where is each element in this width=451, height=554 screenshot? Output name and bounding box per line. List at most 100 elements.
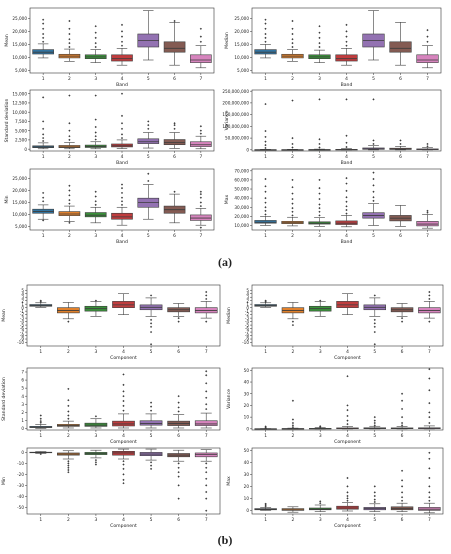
outlier-point [264, 129, 267, 133]
outlier-point [173, 124, 176, 127]
outlier-point [264, 503, 267, 507]
outlier-point [346, 414, 349, 418]
outlier-point [42, 96, 45, 99]
box-iqr [335, 54, 358, 62]
box-iqr [389, 41, 412, 53]
box-2 [57, 450, 80, 474]
outlier-point [122, 478, 125, 481]
y-tick-label: 2 [246, 298, 249, 303]
box-1 [254, 425, 277, 430]
box-4 [111, 183, 133, 226]
outlier-point [428, 491, 431, 494]
box-4 [112, 373, 135, 429]
x-tick-label: 2 [68, 154, 71, 160]
outlier-point [149, 294, 153, 297]
outlier-point [291, 186, 294, 189]
y-tick-label: 0 [246, 147, 249, 152]
box-7 [194, 290, 218, 323]
box-6 [167, 449, 190, 500]
outlier-point [345, 177, 348, 180]
y-axis-label: Min [1, 477, 7, 485]
y-axis-label: Max [226, 476, 232, 486]
x-tick-label: 3 [94, 233, 97, 239]
outlier-point [68, 122, 71, 125]
y-tick-label: -10 [242, 340, 249, 345]
box-2 [57, 387, 80, 429]
outlier-point [291, 399, 295, 402]
x-tick-label: 6 [401, 433, 404, 439]
outlier-point [199, 132, 202, 135]
outlier-point [372, 139, 375, 142]
outlier-point [264, 201, 267, 204]
y-tick-label: -3 [245, 316, 250, 321]
box-7 [190, 190, 212, 229]
outlier-point [68, 129, 71, 132]
outlier-point [94, 131, 97, 134]
outlier-point [345, 98, 348, 101]
box-iqr [84, 212, 107, 218]
box-5 [139, 401, 163, 429]
x-axis-label: Band [116, 239, 128, 245]
y-tick-label: -8 [20, 333, 25, 338]
outlier-point [120, 92, 124, 95]
outlier-point [346, 485, 349, 488]
outlier-point [345, 134, 348, 137]
outlier-point [177, 320, 180, 323]
outlier-point [318, 207, 321, 210]
y-tick-label: 40 [244, 460, 250, 465]
box-iqr [416, 221, 439, 227]
box-5 [362, 10, 385, 61]
outlier-point [428, 416, 431, 419]
outlier-point [291, 32, 294, 36]
outlier-point [345, 35, 348, 38]
y-axis-label: Standard deviation [1, 377, 7, 421]
y-tick-label: 15,000 [12, 91, 27, 96]
outlier-point [173, 190, 176, 193]
x-axis-label: Component [334, 355, 361, 361]
outlier-point [68, 189, 71, 192]
box-1 [254, 177, 277, 226]
outlier-point [345, 44, 348, 47]
outlier-point [318, 45, 321, 49]
x-tick-label: 4 [122, 433, 125, 439]
y-tick-label: 5 [21, 288, 24, 293]
outlier-point [346, 409, 349, 412]
chart-b-middle-right: 0 10 20 30 40 50 Variance 1 2 3 4 5 6 7 Component [226, 367, 444, 445]
y-axis-label: Median [226, 307, 232, 324]
y-tick-label: 15,000 [12, 200, 27, 205]
outlier-point [291, 45, 294, 49]
outlier-point [291, 202, 294, 205]
x-tick-label: 1 [264, 349, 267, 355]
outlier-point [67, 462, 70, 465]
x-tick-label: 2 [292, 517, 295, 523]
box-iqr [111, 54, 133, 62]
box-3 [84, 299, 108, 317]
x-tick-label: 6 [177, 517, 180, 523]
x-tick-label: 5 [373, 517, 376, 523]
x-tick-label: 5 [373, 433, 376, 439]
y-tick-label: 2,500 [15, 138, 27, 143]
outlier-point [205, 390, 208, 393]
outlier-point [42, 120, 45, 123]
outlier-point [67, 464, 70, 467]
outlier-point [177, 410, 180, 413]
outlier-point [264, 135, 267, 139]
x-tick-label: 4 [345, 76, 348, 82]
outlier-point [291, 207, 294, 210]
outlier-point [67, 320, 70, 323]
outlier-point [373, 421, 376, 425]
outlier-point [400, 491, 404, 494]
x-tick-label: 3 [319, 517, 322, 523]
outlier-point [428, 290, 431, 294]
outlier-point [205, 382, 208, 385]
x-axis-label: Band [341, 160, 353, 166]
box-iqr [111, 212, 133, 220]
outlier-point [319, 425, 322, 428]
outlier-point [42, 32, 45, 36]
y-tick-label: -8 [245, 333, 250, 338]
box-4 [111, 92, 133, 149]
outlier-point [120, 30, 124, 33]
x-tick-label: 1 [42, 233, 45, 239]
outlier-point [428, 401, 431, 405]
